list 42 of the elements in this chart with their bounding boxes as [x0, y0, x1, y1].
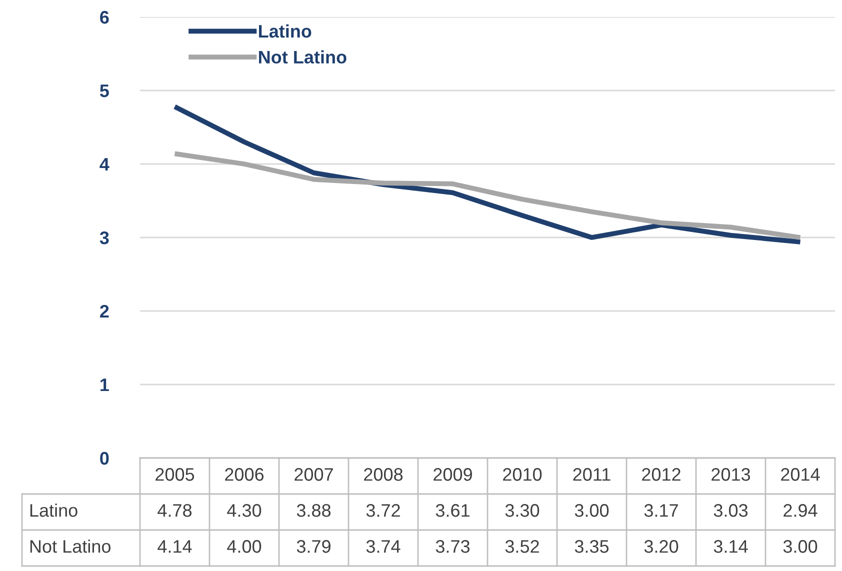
data-label: 3.00	[783, 540, 818, 553]
data-label: 3.20	[644, 540, 678, 553]
x-tick-label: 2013	[712, 468, 750, 481]
x-tick-label: 2005	[156, 468, 194, 481]
data-label: 4.00	[227, 540, 262, 553]
x-tick-label: 2006	[225, 468, 264, 481]
data-label: 3.73	[436, 540, 470, 553]
line-series	[172, 151, 803, 240]
y-tick-label: 6	[100, 10, 109, 24]
data-label: 3.88	[296, 504, 331, 517]
data-label: 3.79	[296, 540, 330, 553]
data-label: 3.14	[714, 540, 748, 553]
data-label: 3.00	[574, 504, 609, 517]
x-tick-label: 2008	[364, 468, 403, 481]
x-tick-label: 2010	[503, 468, 542, 481]
y-tick-label: 0	[100, 452, 109, 465]
data-label: 4.30	[227, 504, 262, 517]
data-label: 3.17	[644, 504, 678, 517]
x-tick-label: 2007	[294, 468, 333, 481]
data-label: 2.94	[784, 504, 818, 517]
text: Latino	[30, 504, 78, 517]
data-label: 3.72	[366, 504, 400, 517]
data-label: 3.03	[714, 504, 748, 517]
data-label: 3.30	[505, 504, 540, 517]
data-label: 3.74	[366, 540, 400, 553]
x-tick-label: 2014	[781, 468, 820, 481]
y-tick-label: 1	[100, 378, 109, 392]
legend-label: Latino	[259, 24, 312, 38]
text: Not Latino	[30, 540, 110, 553]
data-label: 3.52	[505, 540, 539, 553]
data-label: 3.35	[574, 540, 609, 553]
y-tick-label: 3	[100, 231, 109, 244]
y-tick-label: 2	[100, 304, 109, 318]
x-tick-label: 2009	[434, 468, 472, 481]
data-label: 3.61	[436, 504, 470, 517]
y-tick-label: 5	[100, 84, 109, 98]
data-label: 4.78	[158, 504, 192, 517]
x-tick-label: 2011	[573, 468, 610, 481]
data-label: 4.14	[158, 540, 192, 553]
y-tick-label: 4	[100, 158, 110, 171]
legend-label: Not Latino	[259, 50, 346, 64]
x-tick-label: 2012	[642, 468, 680, 481]
